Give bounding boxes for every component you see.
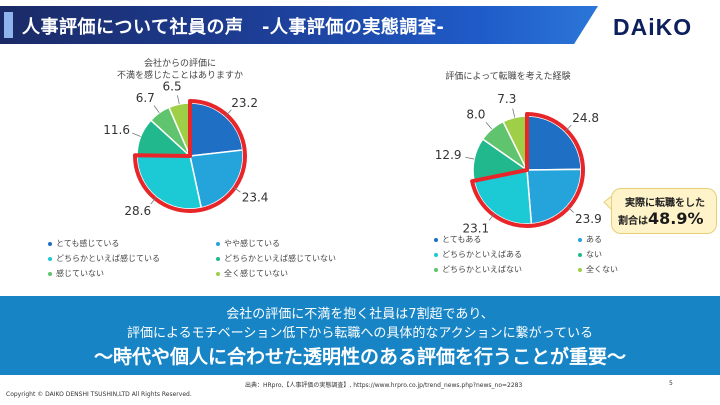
legend-swatch <box>48 241 52 246</box>
legend-swatch <box>434 267 438 272</box>
legend-item: ない <box>578 249 602 260</box>
legend-item: どちらかといえば感じている <box>48 253 160 264</box>
legend-left: とても感じている やや感じているどちらかといえば感じている どちらかといえば感じてい… <box>48 232 368 279</box>
legend-label: ある <box>586 235 602 244</box>
leader-line <box>225 109 232 117</box>
leader-line <box>232 186 241 193</box>
legend-item: とても感じている <box>48 238 119 249</box>
callout-prefix: 割合は <box>618 216 648 227</box>
value-label: 12.9 <box>435 148 462 162</box>
value-label: 7.3 <box>497 92 516 106</box>
value-label: 8.0 <box>466 108 485 122</box>
leader-line <box>153 105 160 114</box>
pie-slice <box>189 149 244 209</box>
summary-line-2: 評価によるモチベーション低下から転職への具体的なアクションに繋がっている <box>126 326 594 341</box>
legend-right: とてもある あるどちらかといえばある ないどちらかといえばない 全くない <box>434 228 714 275</box>
legend-swatch <box>216 271 220 276</box>
legend-label: 全くない <box>586 265 618 274</box>
leader-line <box>132 132 141 137</box>
legend-label: とても感じている <box>56 239 120 248</box>
legend-swatch <box>216 241 220 246</box>
callout-value-row: 割合は48.9% <box>618 209 704 228</box>
chart-title-line: 会社からの評価に <box>144 57 216 69</box>
pie-slice <box>526 168 582 225</box>
legend-label: どちらかといえば感じていない <box>224 254 336 263</box>
chart-title-line: 評価によって転職を考えた経験 <box>445 70 570 82</box>
pie-slice <box>189 102 244 157</box>
page-number: 5 <box>669 380 673 387</box>
pie-slice <box>136 154 203 210</box>
callout-turnover-rate: 実際に転職をした 割合は48.9% <box>611 188 717 234</box>
leader-line <box>566 206 574 213</box>
legend-label: どちらかといえば感じている <box>56 254 160 263</box>
summary-headline: ～時代や個人に合わせた透明性のある評価を行うことが重要～ <box>93 346 626 368</box>
value-label: 23.9 <box>575 212 602 226</box>
legend-swatch <box>48 271 52 276</box>
title-accent <box>4 12 13 38</box>
legend-item: ある <box>578 234 602 245</box>
legend-label: 全く感じていない <box>224 269 288 278</box>
value-label: 11.6 <box>103 123 130 137</box>
legend-item: とてもある <box>434 234 481 245</box>
legend-swatch <box>578 237 582 242</box>
summary-message-band: 会社の評価に不満を抱く社員は7割超であり、 評価によるモチベーション低下から転職… <box>0 296 720 375</box>
title-bar: 人事評価について社員の声 -人事評価の実態調査- DAiKO <box>0 0 720 52</box>
copyright-notice: Copyright © DAIKO DENSHI TSUSHIN,LTD All… <box>6 391 192 398</box>
legend-item: どちらかといえば感じていない <box>216 253 336 264</box>
legend-swatch <box>216 256 220 261</box>
legend-item: 感じていない <box>48 268 104 279</box>
legend-swatch <box>578 252 582 257</box>
value-label: 23.2 <box>231 96 258 110</box>
callout-label: 実際に転職をした <box>625 198 705 209</box>
callout-value: 48.9% <box>648 209 704 228</box>
highlight-outline <box>133 99 247 213</box>
chart-title-line: 不満を感じたことはありますか <box>117 69 243 81</box>
leader-line <box>488 212 495 221</box>
leader-line <box>177 95 180 105</box>
leader-line <box>465 156 475 160</box>
legend-item: やや感じている <box>216 238 280 249</box>
value-label: 23.1 <box>462 221 489 235</box>
leader-line <box>150 196 157 205</box>
legend-item: 全く感じていない <box>216 268 288 279</box>
legend-item: どちらかといえばない <box>434 264 522 275</box>
legend-label: とてもある <box>442 235 482 244</box>
legend-swatch <box>578 267 582 272</box>
legend-label: ない <box>586 250 602 259</box>
page-title: 人事評価について社員の声 -人事評価の実態調査- <box>22 17 445 38</box>
value-label: 23.4 <box>242 190 269 204</box>
title-band <box>0 6 598 44</box>
legend-label: どちらかといえばない <box>442 265 522 274</box>
value-label: 28.6 <box>124 204 151 218</box>
legend-label: やや感じている <box>224 239 280 248</box>
legend-label: どちらかといえばある <box>442 250 522 259</box>
company-logo: DAiKO <box>613 14 693 40</box>
legend-swatch <box>434 237 438 242</box>
value-label: 24.8 <box>572 111 599 125</box>
highlight-outline <box>470 112 585 228</box>
legend-label: 感じていない <box>56 269 104 278</box>
source-citation: 出典：HRpro,【人事評価の実態調査】, https://www.hrpro.… <box>245 382 523 389</box>
leader-line <box>485 121 493 130</box>
leader-line <box>512 108 516 118</box>
legend-swatch <box>434 252 438 257</box>
pie-slice <box>473 169 533 225</box>
value-label: 6.5 <box>163 79 182 93</box>
legend-item: 全くない <box>578 264 618 275</box>
leader-line <box>564 124 572 132</box>
legend-swatch <box>48 256 52 261</box>
summary-line-1: 会社の評価に不満を抱く社員は7割超であり、 <box>226 307 494 322</box>
value-label: 6.7 <box>136 91 155 105</box>
legend-item: どちらかといえばある <box>434 249 522 260</box>
charts-area: 会社からの評価に 不満を感じたことはありますか 23.2 23.4 28.6 11.6 6.… <box>0 52 720 292</box>
